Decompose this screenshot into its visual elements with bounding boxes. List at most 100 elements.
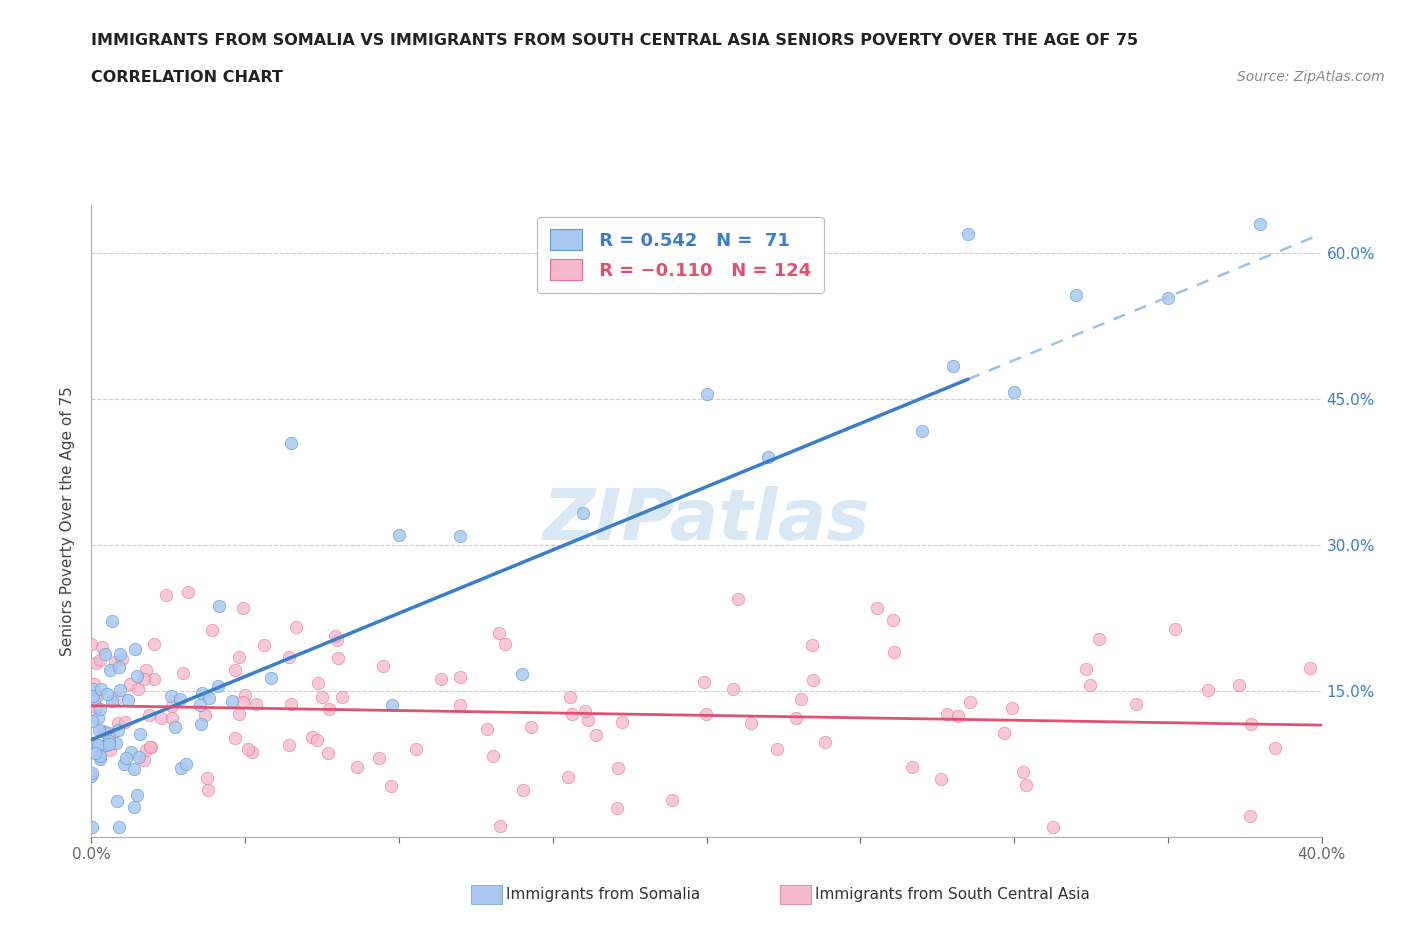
Point <box>1042 820 1064 835</box>
Point <box>98 663 121 678</box>
Point <box>82 682 104 697</box>
Point <box>84 656 107 671</box>
Point <box>1157 290 1180 305</box>
Point <box>301 730 323 745</box>
Point <box>1264 741 1286 756</box>
Point <box>901 759 924 774</box>
Text: Immigrants from South Central Asia: Immigrants from South Central Asia <box>815 887 1091 902</box>
Point <box>86 737 108 752</box>
Point <box>1064 287 1087 302</box>
Point <box>169 692 191 707</box>
Point <box>253 638 276 653</box>
Point <box>311 689 333 704</box>
Point <box>98 734 121 749</box>
Point <box>956 226 979 241</box>
Point <box>89 749 111 764</box>
Point <box>323 629 346 644</box>
Point <box>576 712 599 727</box>
Point <box>814 735 837 750</box>
Point <box>82 820 104 835</box>
Point <box>260 671 283 685</box>
Point <box>993 726 1015 741</box>
Point <box>83 694 105 709</box>
Point <box>1197 683 1219 698</box>
Point <box>865 601 887 616</box>
Point <box>89 701 111 716</box>
Point <box>1002 385 1025 400</box>
Point <box>84 699 107 714</box>
Text: ZIPatlas: ZIPatlas <box>543 486 870 555</box>
Point <box>159 688 181 703</box>
Point <box>80 736 103 751</box>
Point <box>475 722 498 737</box>
Point <box>228 650 250 665</box>
Point <box>801 672 824 687</box>
Text: IMMIGRANTS FROM SOMALIA VS IMMIGRANTS FROM SOUTH CENTRAL ASIA SENIORS POVERTY OV: IMMIGRANTS FROM SOMALIA VS IMMIGRANTS FR… <box>91 33 1139 47</box>
Point <box>1249 217 1271 232</box>
Point <box>194 708 217 723</box>
Point <box>125 668 148 683</box>
Point <box>785 711 807 725</box>
Point <box>1078 677 1101 692</box>
Point <box>695 707 717 722</box>
Point <box>606 801 628 816</box>
Point <box>946 709 969 724</box>
Point <box>94 737 117 752</box>
Point <box>574 703 596 718</box>
Point <box>207 679 229 694</box>
Point <box>195 771 218 786</box>
Point <box>449 670 471 684</box>
Point <box>765 741 787 756</box>
Point <box>481 749 503 764</box>
Point <box>557 769 579 784</box>
Point <box>232 694 254 709</box>
Point <box>108 683 131 698</box>
Point <box>1240 716 1263 731</box>
Point <box>585 727 607 742</box>
Point <box>285 619 308 634</box>
Point <box>1125 697 1147 711</box>
Point <box>512 782 534 797</box>
Point <box>90 682 112 697</box>
Point <box>610 714 633 729</box>
Point <box>326 632 349 647</box>
Point <box>756 450 779 465</box>
Point <box>1299 661 1322 676</box>
Point <box>307 675 329 690</box>
Point <box>368 751 391 765</box>
Point <box>114 714 136 729</box>
Point <box>245 697 267 711</box>
Point <box>740 715 762 730</box>
Point <box>98 737 121 751</box>
Point <box>105 736 128 751</box>
Point <box>959 695 981 710</box>
Point <box>661 792 683 807</box>
Point <box>149 711 172 725</box>
Point <box>90 640 112 655</box>
Point <box>931 772 953 787</box>
Point <box>107 659 129 674</box>
Point <box>201 622 224 637</box>
Point <box>170 761 193 776</box>
Point <box>1074 662 1097 677</box>
Point <box>727 591 749 606</box>
Point <box>197 782 219 797</box>
Point <box>430 671 453 686</box>
Point <box>165 720 187 735</box>
Point <box>83 677 105 692</box>
Point <box>100 694 122 709</box>
Point <box>118 677 141 692</box>
Point <box>176 585 198 600</box>
Point <box>80 636 103 651</box>
Point <box>1163 621 1185 636</box>
Point <box>228 707 250 722</box>
Point <box>135 742 157 757</box>
Point <box>1088 631 1111 646</box>
Point <box>723 682 745 697</box>
Point <box>278 737 301 752</box>
Point <box>132 671 155 686</box>
Point <box>174 756 197 771</box>
Point <box>86 688 108 703</box>
Point <box>240 745 263 760</box>
Point <box>224 731 246 746</box>
